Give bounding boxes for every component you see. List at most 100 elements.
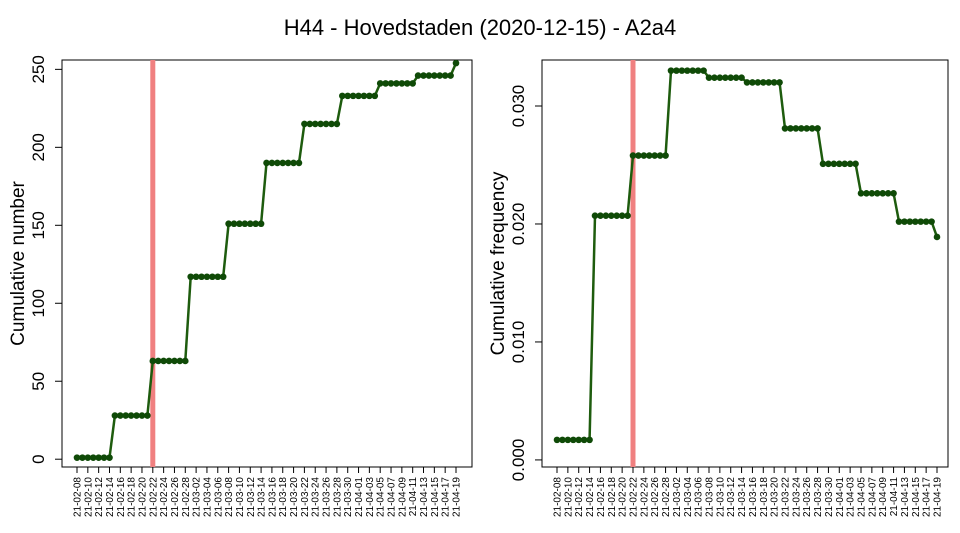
data-point (138, 412, 146, 419)
data-point (781, 125, 789, 132)
xtick-label: 21-02-22 (629, 477, 640, 517)
data-point (667, 67, 675, 74)
ytick-label: 0 (29, 454, 48, 463)
data-point (564, 436, 572, 444)
data-point (640, 152, 648, 159)
xtick-label: 21-04-19 (933, 477, 944, 517)
xtick-label: 21-04-17 (441, 477, 452, 517)
xtick-label: 21-03-28 (813, 477, 824, 517)
data-point (176, 357, 184, 365)
xtick-label: 21-02-10 (83, 477, 94, 517)
data-point (635, 152, 642, 159)
data-point (387, 80, 395, 87)
data-point (219, 273, 227, 281)
data-point (311, 120, 319, 128)
data-point (111, 412, 119, 419)
data-point (403, 80, 411, 87)
xtick-label: 21-03-12 (246, 477, 257, 517)
y-axis-label: Cumulative frequency (488, 171, 509, 355)
data-point (857, 190, 865, 197)
xtick-label: 21-03-12 (726, 477, 737, 517)
data-point (825, 160, 832, 168)
data-point (656, 152, 664, 159)
xtick-label: 21-03-24 (791, 477, 802, 517)
data-point (884, 190, 892, 197)
xtick-label: 21-04-11 (889, 477, 900, 517)
data-point (917, 218, 925, 225)
data-point (187, 273, 194, 281)
data-point (700, 67, 707, 74)
data-point (797, 125, 805, 132)
ytick-label: 100 (29, 289, 48, 317)
xtick-label: 21-04-01 (354, 477, 365, 517)
data-point (645, 152, 653, 159)
data-point (673, 67, 680, 74)
xtick-label: 21-03-06 (694, 477, 705, 517)
data-point (575, 436, 583, 444)
series-line (557, 69, 939, 442)
data-point (689, 67, 697, 74)
data-point (618, 212, 626, 220)
xtick-label: 21-03-06 (213, 477, 224, 517)
data-point (716, 74, 724, 81)
xtick-label: 21-04-03 (846, 477, 857, 517)
xtick-label: 21-02-26 (650, 477, 661, 517)
xtick-label: 21-02-28 (181, 477, 192, 517)
xtick-label: 21-02-12 (574, 477, 585, 517)
data-point (792, 125, 800, 132)
ytick-label: 0.030 (509, 85, 528, 128)
xtick-label: 21-02-10 (563, 477, 574, 517)
data-point (873, 190, 881, 197)
data-point (360, 92, 368, 100)
data-point (344, 92, 352, 100)
data-point (721, 74, 729, 81)
data-point (863, 190, 870, 197)
data-point (436, 72, 444, 79)
data-point (597, 212, 604, 220)
xtick-label: 21-03-16 (267, 477, 278, 517)
data-point (846, 160, 854, 168)
data-point (317, 120, 324, 128)
data-point (933, 233, 941, 241)
data-point (257, 220, 265, 228)
panel-cumulative-frequency: 0.000 0.010 0.020 0.030 Cumulative frequency… (488, 59, 949, 517)
plot-frame (61, 59, 473, 468)
xtick-label: 21-03-30 (343, 477, 354, 517)
data-point (911, 218, 919, 225)
data-point (651, 152, 659, 159)
data-point (420, 72, 427, 79)
xtick-label: 21-02-08 (553, 477, 564, 517)
xtick-label: 21-03-20 (770, 477, 781, 517)
data-point (852, 160, 859, 168)
ytick-label: 150 (29, 211, 48, 239)
data-point (559, 436, 566, 444)
data-point (398, 80, 406, 87)
xtick-label: 21-04-19 (452, 477, 463, 517)
data-point (160, 357, 167, 365)
data-point (841, 160, 849, 168)
data-point (382, 80, 389, 87)
xtick-label: 21-02-28 (661, 477, 672, 517)
xtick-label: 21-02-24 (639, 477, 650, 517)
data-point (225, 220, 232, 228)
data-point (95, 454, 102, 461)
data-point (591, 212, 599, 220)
data-point (192, 273, 200, 281)
data-point (241, 220, 249, 228)
xtick-label: 21-04-15 (430, 477, 441, 517)
data-point (607, 212, 615, 220)
data-point (203, 273, 211, 281)
xtick-label: 21-03-04 (202, 477, 213, 517)
xtick-label: 21-03-14 (257, 477, 268, 517)
xtick-label: 21-02-22 (148, 477, 159, 517)
xtick-label: 21-03-08 (705, 477, 716, 517)
data-point (431, 72, 438, 79)
xtick-label: 21-04-17 (922, 477, 933, 517)
data-point (624, 212, 631, 220)
xtick-label: 21-03-20 (289, 477, 300, 517)
data-point (835, 160, 843, 168)
data-point (149, 357, 157, 365)
data-point (100, 454, 108, 461)
data-point (122, 412, 130, 419)
